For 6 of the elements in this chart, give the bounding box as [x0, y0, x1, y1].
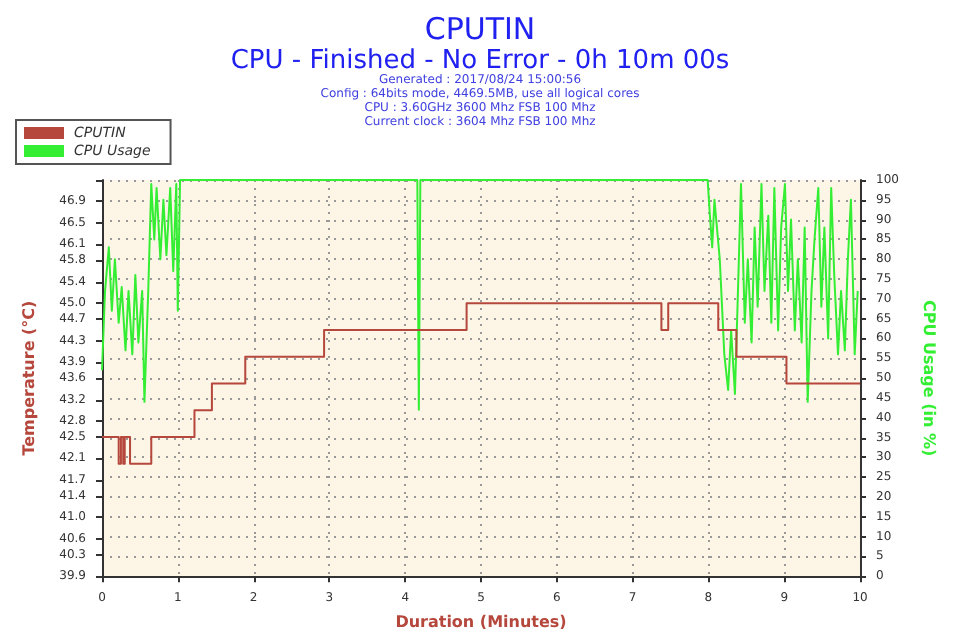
- y-axis-title: Temperature (°C): [20, 300, 39, 456]
- line-series: [101, 179, 859, 411]
- chart-title: CPUTIN: [424, 11, 536, 47]
- x-axis-title: Duration (Minutes): [395, 613, 567, 631]
- y2-axis-title: CPU Usage (in %): [919, 299, 938, 457]
- chart-subtitle: CPU - Finished - No Error - 0h 10m 00s: [230, 46, 730, 76]
